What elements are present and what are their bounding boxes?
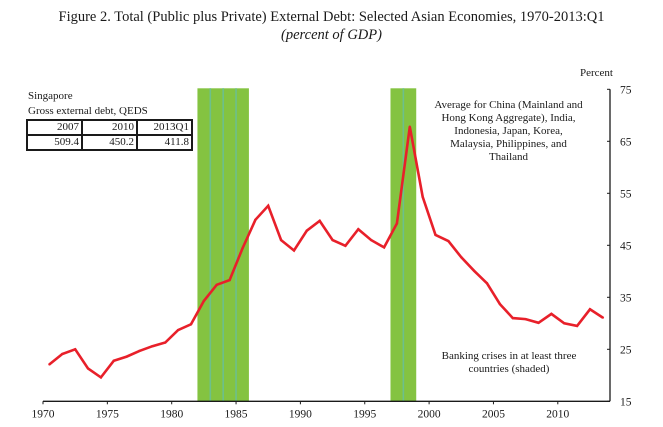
series-line [48,126,604,380]
crisis-annotation-line: Banking crises in at least three [441,350,577,362]
data-point [447,239,450,243]
axes: 1970 1975 1980 1985 1990 1995 2000 2005 2010 15 25… [32,84,632,420]
data-point [138,349,141,353]
data-point [86,367,90,370]
inset-value-cell: 450.2 [83,136,136,149]
data-point [176,328,180,332]
x-tick-label: 2005 [482,408,505,420]
data-point [485,282,489,285]
data-point [279,238,283,242]
inset-value-cell: 411.8 [138,136,191,149]
x-tick-label: 1995 [353,408,376,420]
data-point [421,195,424,199]
y-tick-label: 15 [620,396,632,408]
data-point [99,376,103,379]
data-point [357,227,360,231]
data-point [511,316,514,320]
inset-header-row: 2007 2010 2013Q1 [28,121,191,134]
y-tick-label: 35 [620,292,632,304]
data-point [61,352,64,356]
y-tick-label: 75 [620,84,632,96]
data-point [460,256,463,259]
series-annotation: Average for China (Mainland and Hong Kon… [416,99,601,164]
data-point [267,204,270,207]
inset-value-cell: 509.4 [28,136,81,149]
chart-subtitle: (percent of GDP) [281,27,382,43]
y-tick-label: 45 [620,240,632,252]
data-point [344,244,347,248]
x-tick-label: 1970 [32,408,55,420]
x-tick-label: 1985 [225,408,248,420]
data-point [112,359,115,362]
x-tick-label: 2000 [418,408,441,420]
data-point [369,238,373,242]
data-point [215,283,218,287]
data-point [305,229,309,232]
inset-header-cell: 2010 [83,121,136,134]
data-point [408,125,411,128]
inset-header-cell: 2013Q1 [138,121,191,134]
data-point [164,341,167,344]
y-axis-label: Percent [580,67,613,79]
data-point [151,344,154,348]
data-point [575,324,579,328]
series-annotation-line: Hong Kong Aggregate), India, [441,112,576,124]
series [48,125,605,380]
inset-header-cell: 2007 [28,121,81,134]
shaded-periods [197,88,417,402]
y-tick-label: 65 [620,136,632,148]
data-point [524,317,527,321]
data-point [395,222,399,225]
data-point [73,348,77,351]
data-point [318,219,321,223]
data-point [331,238,334,242]
data-point [228,278,231,282]
chart-title: Figure 2. Total (Public plus Private) Ex… [58,9,605,25]
data-point [125,355,128,358]
series-annotation-line: Malaysia, Philippines, and [450,138,567,150]
series-annotation-line: Indonesia, Japan, Korea, [454,125,563,137]
x-tick-label: 2010 [546,408,569,420]
x-tick-label: 1990 [289,408,312,420]
inset-table: 2007 2010 2013Q1 509.4 450.2 411.8 [26,119,193,151]
data-point [537,321,540,324]
series-annotation-line: Average for China (Mainland and [434,99,583,111]
data-point [241,247,244,250]
data-point [382,246,386,249]
data-point [563,322,566,325]
data-point [292,249,296,252]
x-tick-label: 1975 [96,408,119,420]
x-tick-label: 1980 [160,408,183,420]
inset-subtitle: Gross external debt, QEDS [28,105,148,117]
crisis-annotation-line: countries (shaded) [468,363,550,375]
data-point [189,323,193,326]
data-point [588,308,592,311]
crisis-annotation: Banking crises in at least three countri… [424,350,594,376]
data-point [601,316,605,319]
y-tick-label: 55 [620,188,632,200]
data-point [202,299,206,303]
data-point [472,269,476,272]
data-point [550,312,553,316]
inset-value-row: 509.4 450.2 411.8 [28,136,191,149]
y-tick-label: 25 [620,344,632,356]
series-annotation-line: Thailand [488,151,529,163]
data-point [48,363,51,366]
data-point [254,218,257,222]
inset-title: Singapore [28,90,73,102]
data-point [498,302,502,306]
data-point [434,233,437,237]
